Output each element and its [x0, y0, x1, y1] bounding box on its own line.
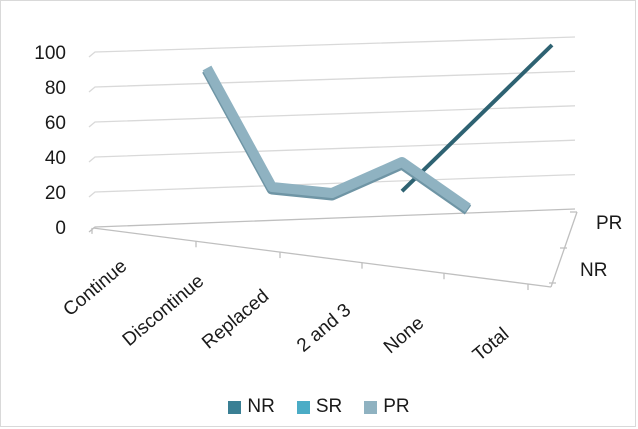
- gridline: [88, 139, 576, 163]
- legend-item-nr: NR: [228, 396, 275, 418]
- legend-swatch: [364, 400, 378, 414]
- series-nr-line: [400, 43, 554, 193]
- y-tick-label: 40: [45, 148, 66, 169]
- legend-item-pr: PR: [364, 396, 410, 418]
- y-tick-label: 80: [45, 78, 66, 99]
- legend: NR SR PR: [0, 392, 638, 422]
- category-label: 2 and 3: [293, 300, 355, 357]
- category-label: Total: [469, 324, 513, 366]
- series-layer: [202, 43, 554, 215]
- gridline: [88, 208, 576, 233]
- y-tick-label: 0: [55, 218, 66, 239]
- category-label: Continue: [59, 256, 131, 321]
- depth-label: PR: [596, 213, 622, 234]
- legend-label: SR: [315, 396, 343, 417]
- y-tick-label: 100: [34, 43, 66, 64]
- category-label: None: [380, 313, 428, 358]
- category-label: Discontinue: [119, 271, 209, 351]
- category-label: Replaced: [198, 286, 273, 354]
- axis-layer: [91, 211, 578, 291]
- depth-axis: [550, 211, 578, 288]
- legend-label: PR: [383, 396, 410, 417]
- gridline: [88, 105, 576, 128]
- y-tick-label: 20: [45, 183, 66, 204]
- y-tick-labels: 0 20 40 60 80 100: [34, 43, 66, 239]
- gridline: [88, 70, 576, 93]
- legend-item-sr: SR: [296, 396, 343, 418]
- gridline: [88, 36, 576, 58]
- depth-labels: NR PR: [580, 213, 622, 281]
- chart-3d-line: 0 20 40 60 80 100 ContinueDiscontinueReplaced…: [34, 36, 622, 366]
- depth-label: NR: [580, 260, 607, 281]
- floor-front-edge: [92, 227, 552, 288]
- y-tick-label: 60: [45, 113, 66, 134]
- legend-label: NR: [247, 396, 275, 417]
- legend-swatch: [228, 400, 242, 414]
- grid-layer: [88, 36, 576, 233]
- legend-swatch: [296, 400, 310, 414]
